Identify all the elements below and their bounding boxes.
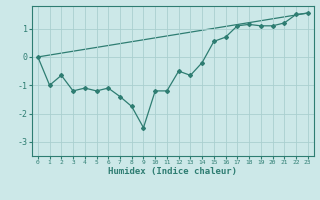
X-axis label: Humidex (Indice chaleur): Humidex (Indice chaleur): [108, 167, 237, 176]
